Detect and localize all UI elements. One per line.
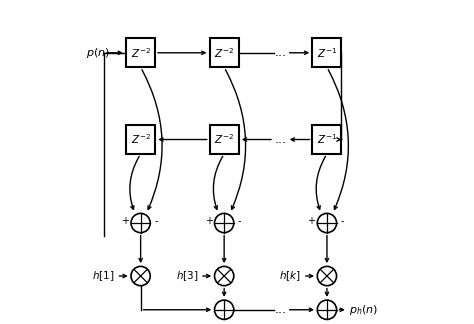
- Text: +: +: [308, 216, 316, 226]
- Circle shape: [317, 266, 337, 286]
- Text: $Z^{-1}$: $Z^{-1}$: [317, 133, 337, 146]
- Text: $p(n)$: $p(n)$: [86, 46, 110, 60]
- Circle shape: [215, 214, 234, 233]
- Text: ...: ...: [274, 46, 286, 59]
- Circle shape: [131, 214, 150, 233]
- Bar: [126, 125, 155, 154]
- Text: -: -: [341, 216, 344, 226]
- Text: +: +: [121, 216, 129, 226]
- Text: $h[3]$: $h[3]$: [176, 269, 199, 283]
- Bar: [312, 38, 341, 67]
- Text: $Z^{-2}$: $Z^{-2}$: [131, 133, 151, 146]
- Text: ...: ...: [274, 303, 286, 316]
- Bar: [210, 125, 238, 154]
- Text: -: -: [155, 216, 158, 226]
- Bar: [210, 38, 238, 67]
- Text: $Z^{-2}$: $Z^{-2}$: [131, 46, 151, 60]
- Bar: [126, 38, 155, 67]
- Circle shape: [131, 266, 150, 286]
- Text: -: -: [238, 216, 241, 226]
- Bar: [312, 125, 341, 154]
- Text: $h[1]$: $h[1]$: [92, 269, 115, 283]
- Circle shape: [215, 300, 234, 319]
- Text: $h[k]$: $h[k]$: [279, 269, 301, 283]
- Text: $p_h(n)$: $p_h(n)$: [349, 303, 379, 317]
- Circle shape: [215, 266, 234, 286]
- Text: ...: ...: [274, 133, 286, 146]
- Text: $Z^{-2}$: $Z^{-2}$: [214, 46, 234, 60]
- Text: +: +: [205, 216, 213, 226]
- Text: $Z^{-2}$: $Z^{-2}$: [214, 133, 234, 146]
- Text: $Z^{-1}$: $Z^{-1}$: [317, 46, 337, 60]
- Circle shape: [317, 300, 337, 319]
- Circle shape: [317, 214, 337, 233]
